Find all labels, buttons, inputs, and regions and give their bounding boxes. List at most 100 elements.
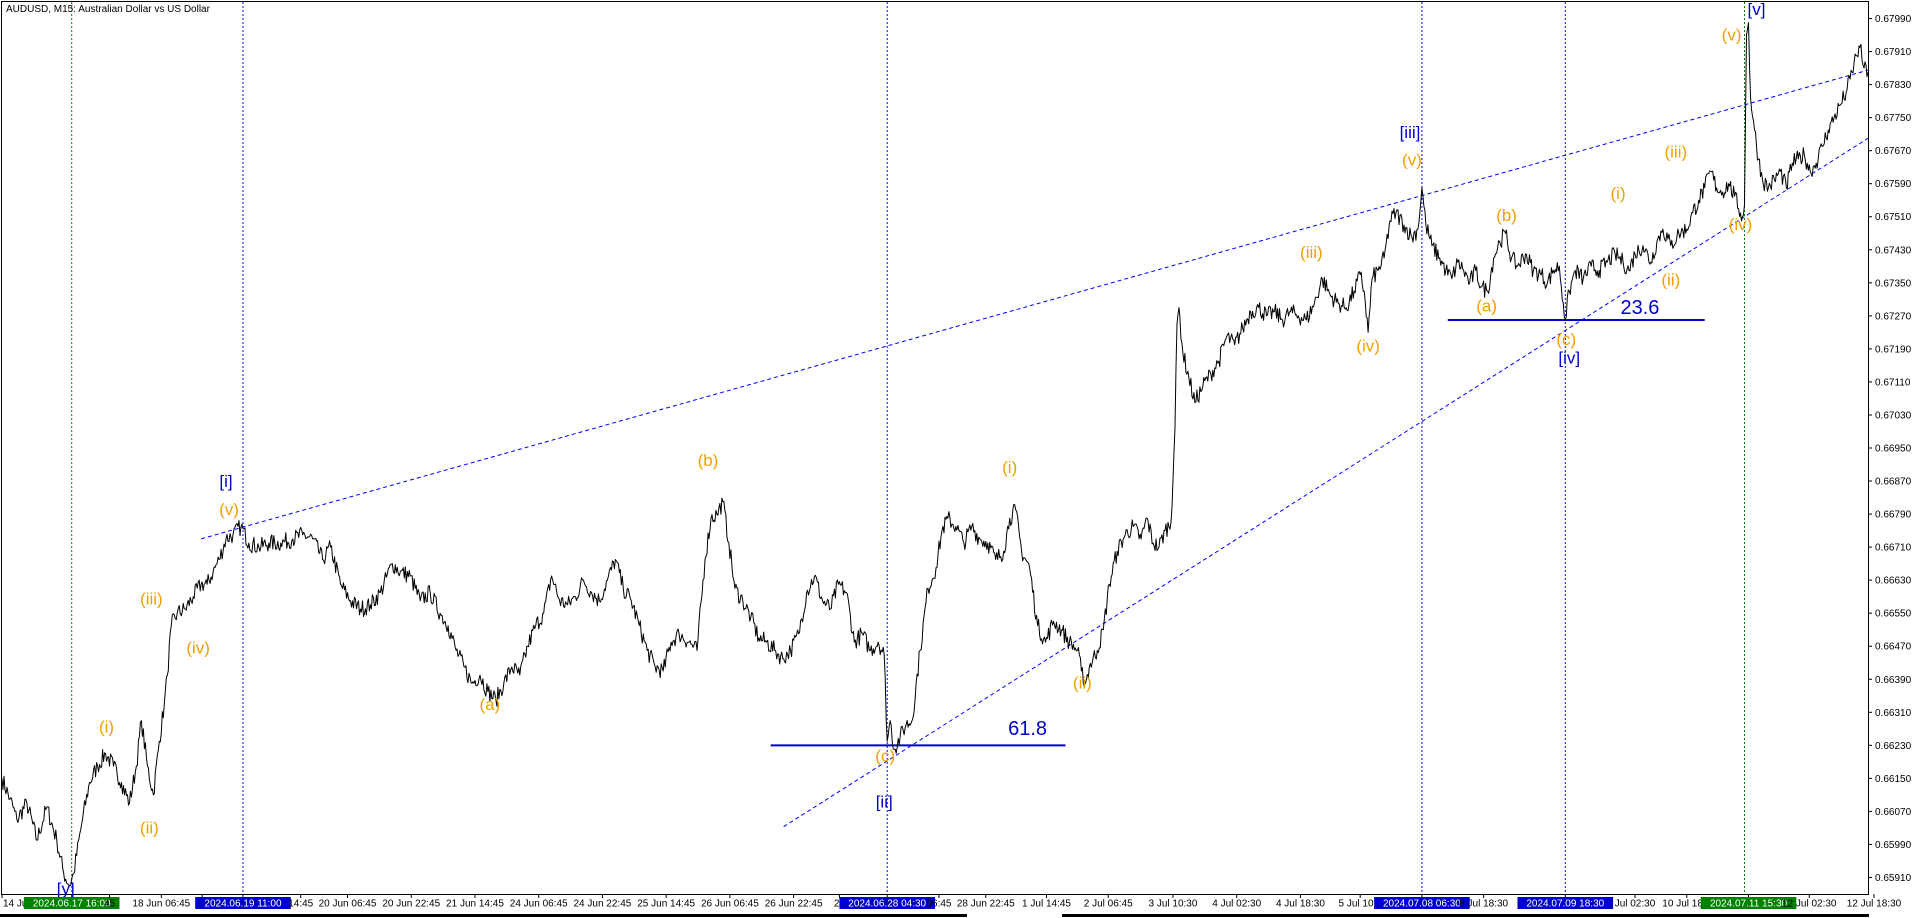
bottom-scrollbar-right[interactable] [1062, 914, 1869, 917]
time-tick-12: 25 Jun 14:45 [637, 899, 695, 910]
bottom-scrollbar-left[interactable] [0, 914, 967, 917]
wave-label-16: (v) [1402, 151, 1422, 170]
price-tick-23: 0.66150 [1875, 774, 1912, 785]
time-badge-label-27: 2024.07.09 18:30 [1526, 899, 1604, 910]
wave-label-28: [v] [1748, 0, 1766, 19]
price-tick-19: 0.66470 [1875, 642, 1912, 653]
time-tick-32: 12 Jul 18:30 [1847, 899, 1902, 910]
time-tick-9: 21 Jun 14:45 [446, 899, 504, 910]
time-tick-18: 28 Jun 22:45 [957, 899, 1015, 910]
wave-label-17: [iii] [1400, 123, 1421, 142]
price-tick-26: 0.65910 [1875, 873, 1912, 884]
wave-label-4: (iv) [186, 639, 210, 658]
price-tick-6: 0.67510 [1875, 212, 1912, 223]
wave-label-21: (c) [1556, 330, 1576, 349]
time-tick-17: 06:45 [926, 899, 951, 910]
time-tick-28: Jul 02:30 [1615, 899, 1656, 910]
wave-label-24: (ii) [1661, 270, 1680, 289]
wave-label-13: (ii) [1073, 673, 1092, 692]
price-tick-4: 0.67670 [1875, 146, 1912, 157]
price-tick-8: 0.67350 [1875, 278, 1912, 289]
wave-label-3: (iii) [140, 590, 163, 609]
price-series [1, 22, 1869, 887]
price-tick-16: 0.66710 [1875, 543, 1912, 554]
price-tick-0: 0.67990 [1875, 14, 1912, 25]
time-tick-22: 4 Jul 02:30 [1212, 899, 1261, 910]
time-tick-29: 10 Jul 18:3 [1662, 899, 1711, 910]
wave-label-9: (c) [875, 746, 895, 765]
wave-label-25: (iii) [1664, 142, 1687, 161]
wave-label-5: (v) [219, 500, 239, 519]
time-tick-6: 14:45 [288, 899, 313, 910]
time-tick-13: 26 Jun 06:45 [701, 899, 759, 910]
trendline-0[interactable] [201, 69, 1869, 540]
price-line [1, 22, 1869, 887]
wave-label-11: [ii] [876, 792, 893, 811]
wave-label-14: (iii) [1300, 243, 1323, 262]
time-tick-24: 5 Jul 10:3 [1338, 899, 1382, 910]
time-tick-3: 18 Jun 06:45 [132, 899, 190, 910]
time-tick-14: 26 Jun 22:45 [765, 899, 823, 910]
time-badge-label-5: 2024.06.19 11:00 [204, 899, 282, 910]
price-tick-7: 0.67430 [1875, 245, 1912, 256]
time-badge-1 [23, 897, 120, 909]
fib-levels [770, 318, 1705, 747]
time-badge-label-16: 2024.06.28 04:30 [848, 899, 926, 910]
time-badge-label-1: 2024.06.17 16:00 [33, 899, 111, 910]
wave-label-2: (ii) [140, 818, 159, 837]
wave-label-0: [y] [57, 879, 75, 898]
price-tick-21: 0.66310 [1875, 708, 1912, 719]
price-tick-2: 0.67830 [1875, 80, 1912, 91]
time-tick-0: 14 Jun [3, 899, 33, 910]
time-tick-11: 24 Jun 22:45 [574, 899, 632, 910]
time-tick-26: 8 Jul 18:30 [1459, 899, 1508, 910]
price-tick-13: 0.66950 [1875, 444, 1912, 455]
price-axis: 0.67990 0.67910 0.67830 0.67750 0.67670 0.675… [1868, 14, 1912, 884]
fib-label-20: 23.6 [1621, 297, 1660, 319]
price-tick-1: 0.67910 [1875, 47, 1912, 58]
time-badge-label-25: 2024.07.08 06:30 [1383, 899, 1461, 910]
wave-label-8: (b) [698, 451, 719, 470]
trendlines [201, 69, 1869, 828]
price-tick-11: 0.67110 [1875, 377, 1911, 388]
price-tick-10: 0.67190 [1875, 344, 1912, 355]
wave-label-19: (b) [1496, 206, 1517, 225]
wave-label-27: (v) [1722, 25, 1742, 44]
wave-label-7: (a) [480, 695, 501, 714]
price-tick-24: 0.66070 [1875, 807, 1912, 818]
wave-label-26: (iv) [1729, 215, 1753, 234]
fib-label-10: 61.8 [1008, 718, 1047, 740]
price-tick-14: 0.66870 [1875, 477, 1912, 488]
price-tick-12: 0.67030 [1875, 410, 1912, 421]
time-badge-25 [1374, 897, 1470, 909]
time-tick-23: 4 Jul 18:30 [1276, 899, 1325, 910]
time-tick-8: 20 Jun 22:45 [382, 899, 440, 910]
wave-label-6: [i] [219, 472, 232, 491]
time-tick-20: 2 Jul 06:45 [1084, 899, 1133, 910]
time-badge-27 [1517, 897, 1614, 909]
time-tick-31: 12 Jul 02:30 [1782, 899, 1837, 910]
wave-label-12: (i) [1002, 458, 1017, 477]
wave-label-22: [iv] [1558, 348, 1580, 367]
wave-label-1: (i) [99, 718, 114, 737]
vertical-marker-lines [71, 2, 1746, 894]
price-tick-20: 0.66390 [1875, 675, 1912, 686]
time-badge-30 [1700, 897, 1797, 909]
time-badge-16 [839, 897, 936, 909]
wave-label-23: (i) [1611, 184, 1626, 203]
wave-label-15: (iv) [1356, 336, 1380, 355]
time-tick-10: 24 Jun 06:45 [510, 899, 568, 910]
price-tick-25: 0.65990 [1875, 840, 1912, 851]
time-tick-19: 1 Jul 14:45 [1022, 899, 1071, 910]
chart-title: AUDUSD, M15: Australian Dollar vs US Dol… [6, 4, 211, 15]
time-badge-5 [195, 897, 291, 909]
time-tick-2: 45 [104, 899, 116, 910]
time-badge-label-30: 2024.07.11 15:30 [1710, 899, 1788, 910]
price-tick-9: 0.67270 [1875, 311, 1912, 322]
time-tick-7: 20 Jun 06:45 [319, 899, 377, 910]
price-tick-18: 0.66550 [1875, 609, 1912, 620]
price-tick-17: 0.66630 [1875, 576, 1912, 587]
